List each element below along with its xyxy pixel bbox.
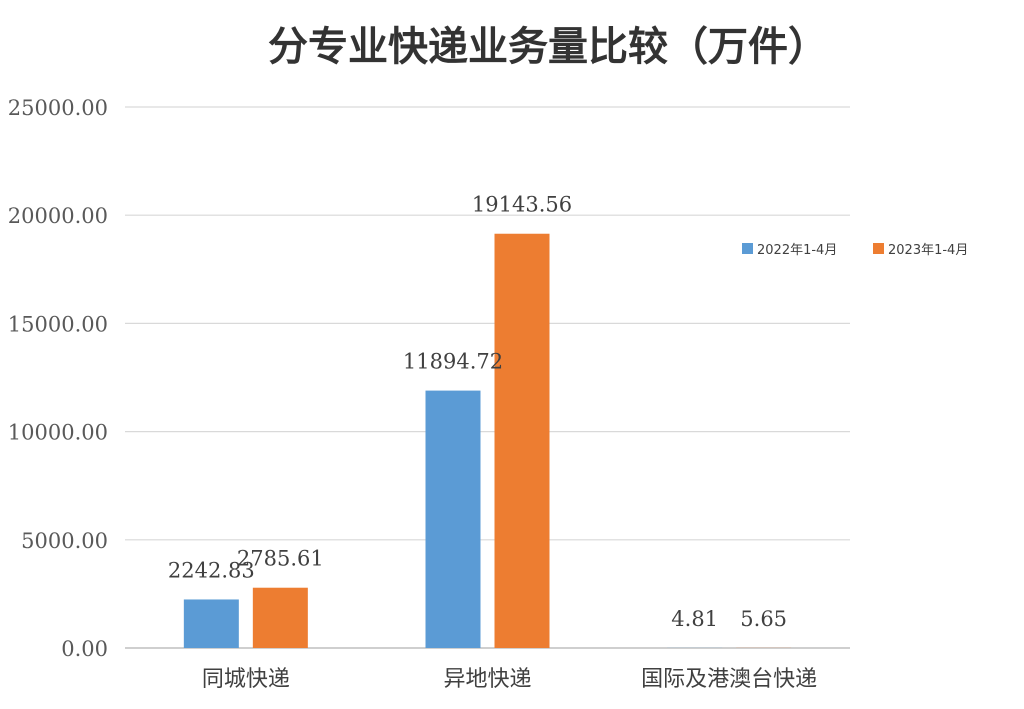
y-axis: 0.00 5000.00 10000.00 15000.00 20000.00 25000… [8, 96, 108, 661]
data-label: 2785.61 [237, 547, 324, 571]
bars [183, 233, 792, 648]
gridlines [125, 106, 850, 649]
y-tick-label: 25000.00 [8, 96, 108, 120]
legend-swatch [742, 243, 753, 254]
data-label: 2242.83 [168, 558, 255, 582]
data-label: 11894.72 [403, 350, 503, 374]
chart-title: 分专业快递业务量比较（万件） [268, 24, 828, 70]
x-tick-label: 国际及港澳台快递 [641, 667, 817, 692]
x-axis: 同城快递 异地快递 国际及港澳台快递 [202, 667, 817, 692]
bar [252, 587, 308, 648]
x-tick-label: 异地快递 [443, 667, 531, 692]
legend-swatch [873, 243, 884, 254]
x-tick-label: 同城快递 [202, 667, 290, 692]
bar [425, 390, 481, 648]
legend-label: 2022年1-4月 [757, 243, 837, 258]
bar [494, 233, 550, 648]
legend: 2022年1-4月 2023年1-4月 [742, 243, 968, 258]
y-tick-label: 10000.00 [8, 421, 108, 445]
legend-label: 2023年1-4月 [888, 243, 968, 258]
y-tick-label: 5000.00 [21, 529, 108, 553]
bar [183, 599, 239, 648]
y-tick-label: 20000.00 [8, 204, 108, 228]
data-label: 4.81 [671, 607, 718, 631]
y-tick-label: 15000.00 [8, 312, 108, 336]
y-tick-label: 0.00 [61, 637, 108, 661]
data-label: 19143.56 [472, 193, 572, 217]
data-label: 5.65 [740, 607, 787, 631]
